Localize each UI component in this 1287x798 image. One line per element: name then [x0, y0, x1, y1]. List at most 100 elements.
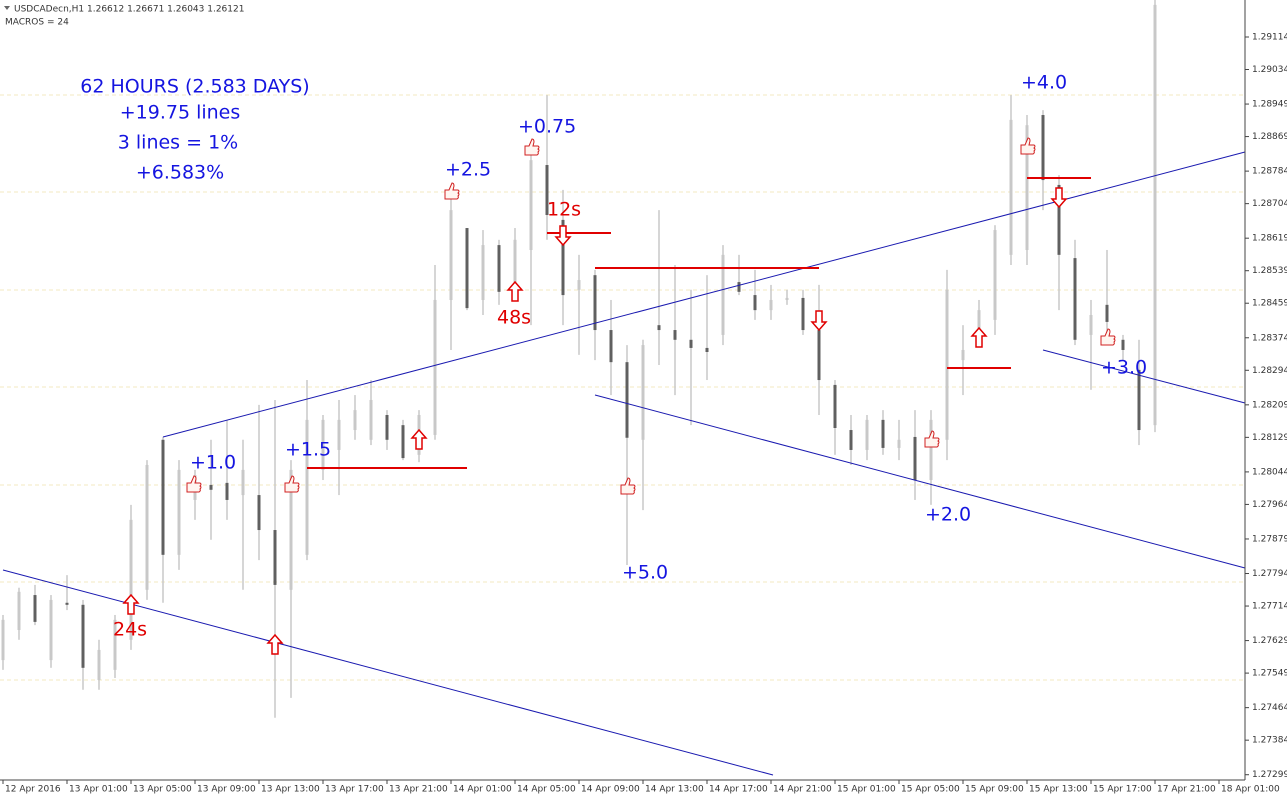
candle-body [545, 165, 549, 216]
candle-body [689, 339, 693, 348]
candle-body [113, 619, 117, 670]
x-tick-label: 18 Apr 01:00 [1221, 785, 1280, 795]
candle-body [289, 469, 293, 590]
candle-body [497, 245, 501, 292]
annotation: +3.0 [1101, 357, 1147, 379]
candle-body [1153, 4, 1157, 426]
menu-arrow [4, 6, 10, 10]
y-tick-label: 1.28949 [1252, 100, 1287, 110]
x-tick-label: 13 Apr 21:00 [389, 785, 448, 795]
y-tick-label: 1.28374 [1252, 333, 1287, 343]
thumb-icon [620, 477, 636, 495]
candle-body [1121, 339, 1125, 350]
candle-body [529, 160, 533, 250]
candle-body [241, 469, 245, 496]
x-tick-label: 13 Apr 17:00 [325, 785, 384, 795]
candle-body [369, 399, 373, 440]
annotation: 3 lines = 1% [118, 132, 238, 154]
candle-body [881, 419, 885, 448]
annotation: +6.583% [136, 162, 224, 184]
y-tick-label: 1.28704 [1252, 199, 1287, 209]
y-tick-label: 1.28784 [1252, 167, 1287, 177]
y-tick-label: 1.27464 [1252, 703, 1287, 713]
candle-body [337, 419, 341, 450]
annotation: 24s [113, 619, 147, 641]
y-tick-label: 1.27384 [1252, 736, 1287, 746]
annotation: 62 HOURS (2.583 DAYS) [80, 76, 309, 98]
annotation: +0.75 [518, 116, 576, 138]
header-symbol: USDCADecn,H1 1.26612 1.26671 1.26043 1.2… [14, 5, 244, 15]
header-macros: MACROS = 24 [5, 18, 69, 28]
candle-body [817, 330, 821, 381]
annotations: 62 HOURS (2.583 DAYS) +19.75 lines 3 lines… [80, 72, 1147, 641]
x-tick-label: 15 Apr 13:00 [1029, 785, 1088, 795]
candle-body [673, 330, 677, 340]
arrow-down [810, 310, 828, 332]
candle-body [129, 519, 133, 640]
x-tick-label: 13 Apr 13:00 [261, 785, 320, 795]
candle-body [1105, 304, 1109, 322]
axes: 1.29114 1.29034 1.28949 1.28869 1.28784 1.287… [2, 32, 1287, 795]
annotation: +1.0 [190, 452, 236, 474]
y-tick-label: 1.27714 [1252, 602, 1287, 612]
candle-body [145, 464, 149, 590]
candle-body [33, 595, 37, 622]
y-tick-label: 1.27964 [1252, 500, 1287, 510]
red-levels [307, 177, 1091, 469]
thumb-icon [444, 182, 460, 200]
candle-body [433, 299, 437, 435]
candle-body [273, 530, 277, 585]
candle-body [609, 330, 613, 363]
x-tick-label: 15 Apr 09:00 [965, 785, 1024, 795]
y-tick-label: 1.27629 [1252, 636, 1287, 646]
candle-body [833, 384, 837, 429]
y-tick-label: 1.28209 [1252, 400, 1287, 410]
candle-body [449, 210, 453, 300]
x-tick-label: 15 Apr 05:00 [901, 785, 960, 795]
candle-body [385, 414, 389, 440]
x-tick-label: 14 Apr 17:00 [709, 785, 768, 795]
y-tick-label: 1.28869 [1252, 132, 1287, 142]
candle-body [753, 295, 757, 311]
y-tick-label: 1.27299 [1252, 770, 1287, 780]
thumb-icon [284, 475, 300, 493]
x-tick-label: 14 Apr 13:00 [645, 785, 704, 795]
candle-body [913, 436, 917, 481]
thumb-icon [524, 138, 540, 156]
y-tick-label: 1.27549 [1252, 669, 1287, 679]
y-tick-label: 1.29114 [1252, 32, 1287, 42]
candle-body [81, 604, 85, 668]
candle-body [1025, 125, 1029, 250]
y-tick-label: 1.28619 [1252, 234, 1287, 244]
candle-body [801, 297, 805, 331]
y-tick-label: 1.28044 [1252, 467, 1287, 477]
y-tick-label: 1.28129 [1252, 433, 1287, 443]
annotation: +1.5 [285, 439, 331, 461]
annotation: +19.75 lines [120, 102, 241, 124]
icons [122, 137, 1116, 655]
x-tick-label: 15 Apr 17:00 [1093, 785, 1152, 795]
candle-body [481, 245, 485, 300]
annotation: +4.0 [1021, 72, 1067, 94]
candle-body [721, 254, 725, 335]
candle-body [65, 602, 69, 605]
arrow-up [506, 280, 524, 302]
candle-body [257, 495, 261, 531]
x-tick-label: 15 Apr 01:00 [837, 785, 896, 795]
annotation: +2.5 [445, 159, 491, 181]
candle-body [641, 345, 645, 440]
candle-body [177, 469, 181, 555]
candle-body [1041, 115, 1045, 181]
candle-body [17, 591, 21, 631]
x-tick-label: 14 Apr 05:00 [517, 785, 576, 795]
candle-body [577, 280, 581, 290]
candle-body [929, 419, 933, 481]
candle-body [737, 282, 741, 292]
candles [1, 0, 1157, 718]
x-tick-label: 14 Apr 21:00 [773, 785, 832, 795]
arrow-down [554, 225, 572, 247]
candle-body [961, 349, 965, 361]
candle-body [705, 347, 709, 352]
candle-body [945, 289, 949, 440]
candle-body [625, 362, 629, 438]
